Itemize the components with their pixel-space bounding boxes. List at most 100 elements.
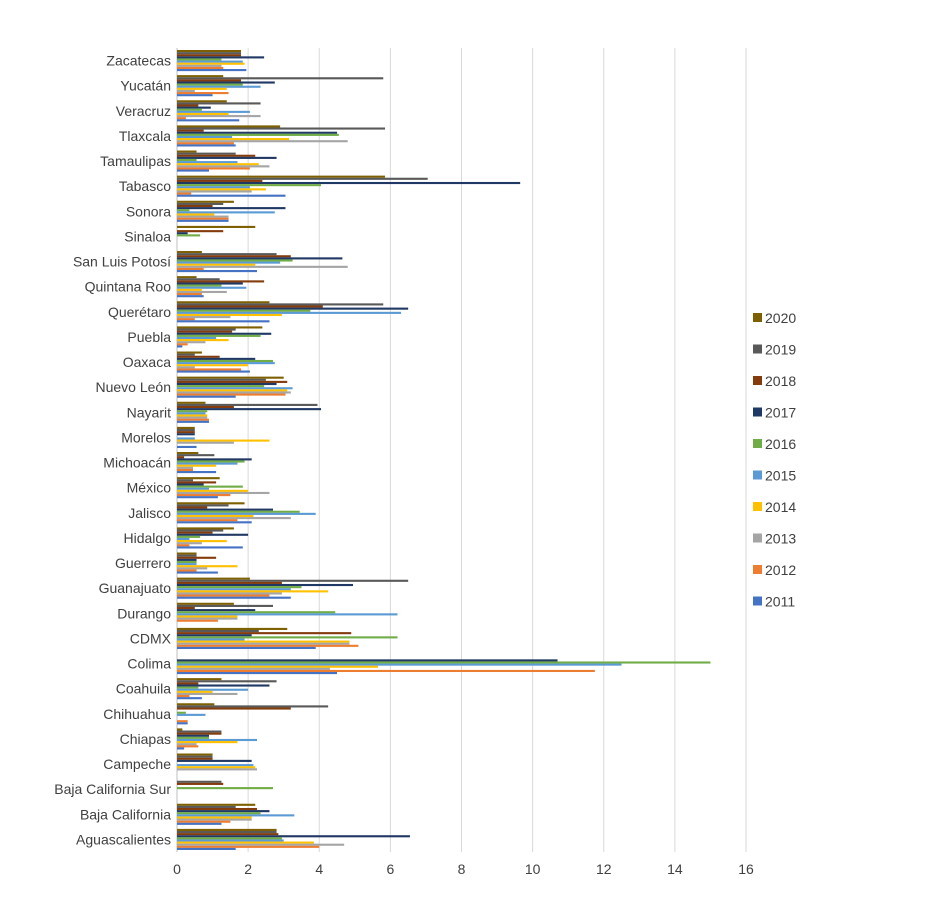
bar-2015	[177, 738, 258, 742]
bar-2020	[177, 602, 234, 605]
bar-2013	[177, 743, 197, 746]
legend-label: 2018	[765, 373, 796, 389]
bar-2014	[177, 665, 378, 668]
bar-2011	[177, 571, 218, 574]
bar-2015	[177, 512, 316, 515]
bar-2016	[177, 158, 197, 162]
bar-2012	[177, 669, 595, 673]
category-label: Tabasco	[119, 178, 171, 194]
legend-label: 2016	[765, 436, 796, 452]
bars	[177, 50, 711, 850]
bar-2017	[177, 609, 256, 612]
bar-2018	[177, 732, 222, 735]
bar-2018	[177, 506, 208, 509]
bar-2017	[177, 131, 338, 134]
bar-2020	[177, 75, 224, 78]
bar-2017	[177, 810, 270, 813]
category-label: CDMX	[130, 630, 172, 646]
bar-2018	[177, 154, 256, 157]
bar-2012	[177, 745, 199, 748]
bar-2018	[177, 129, 204, 132]
bar-2016	[177, 334, 261, 337]
bar-2013	[177, 366, 195, 369]
bar-2015	[177, 638, 245, 641]
bar-2018	[177, 204, 213, 208]
bar-2016	[177, 485, 243, 488]
category-label: Querétaro	[108, 304, 171, 320]
bar-2014	[177, 188, 266, 191]
bar-2018	[177, 230, 224, 233]
bar-2014	[177, 816, 252, 819]
bar-2016	[177, 586, 302, 589]
bar-2016	[177, 787, 274, 790]
bar-2011	[177, 496, 218, 499]
bar-2011	[177, 69, 247, 72]
bar-2015	[177, 261, 281, 264]
bar-2013	[177, 115, 261, 118]
bar-2017	[177, 181, 521, 185]
bar-2014	[177, 590, 329, 593]
bar-2019	[177, 202, 224, 205]
bar-2016	[177, 535, 201, 538]
bar-2014	[177, 288, 202, 291]
legend-swatch	[753, 344, 762, 354]
bar-2016	[177, 108, 202, 111]
x-tick-label: 10	[525, 861, 541, 877]
bar-2013	[177, 165, 270, 168]
category-label: Nayarit	[127, 404, 171, 420]
legend-swatch	[753, 565, 762, 574]
category-label: Baja California	[80, 806, 171, 822]
bar-2013	[177, 517, 291, 520]
x-tick-label: 2	[244, 861, 252, 877]
bar-2020	[177, 502, 245, 505]
bar-2019	[177, 604, 274, 607]
gridlines	[176, 48, 747, 852]
bar-2011	[177, 747, 185, 750]
bar-2011	[177, 219, 229, 222]
bar-2020	[177, 301, 270, 304]
bar-2020	[177, 376, 284, 379]
bar-2018	[177, 380, 288, 383]
bar-2013	[177, 64, 222, 67]
bar-2016	[177, 736, 210, 739]
bar-2018	[177, 481, 217, 484]
bar-2018	[177, 255, 291, 258]
bar-2015	[177, 563, 197, 566]
bar-2018	[177, 782, 224, 785]
bar-2012	[177, 66, 224, 70]
bar-2020	[177, 50, 242, 53]
bar-2011	[177, 370, 250, 373]
bar-2015	[177, 161, 238, 164]
bar-2019	[177, 680, 277, 683]
bar-2011	[177, 119, 240, 122]
bar-2011	[177, 94, 213, 97]
bar-2019	[177, 52, 242, 55]
bar-2013	[177, 416, 208, 419]
bar-2012	[177, 418, 210, 421]
bar-2015	[177, 412, 206, 415]
bar-2018	[177, 431, 195, 434]
bar-2013	[177, 642, 350, 645]
category-label: Morelos	[121, 429, 171, 445]
bar-2019	[177, 278, 220, 281]
bar-2014	[177, 741, 238, 744]
bar-2020	[177, 728, 183, 731]
bar-2014	[177, 213, 215, 216]
bar-2017	[177, 734, 210, 737]
bar-2012	[177, 695, 190, 698]
bar-2011	[177, 847, 236, 850]
bar-2015	[177, 135, 233, 139]
x-tick-label: 4	[315, 861, 323, 877]
bar-2013	[177, 140, 348, 143]
bar-2015	[177, 764, 254, 767]
bar-2011	[177, 345, 183, 348]
bar-2020	[177, 150, 197, 153]
bar-2011	[177, 169, 210, 172]
bar-2018	[177, 682, 199, 685]
bar-2017	[177, 282, 243, 285]
bar-2012	[177, 293, 202, 296]
bar-2013	[177, 190, 252, 193]
bar-2016	[177, 410, 208, 413]
bar-2016	[177, 284, 222, 287]
